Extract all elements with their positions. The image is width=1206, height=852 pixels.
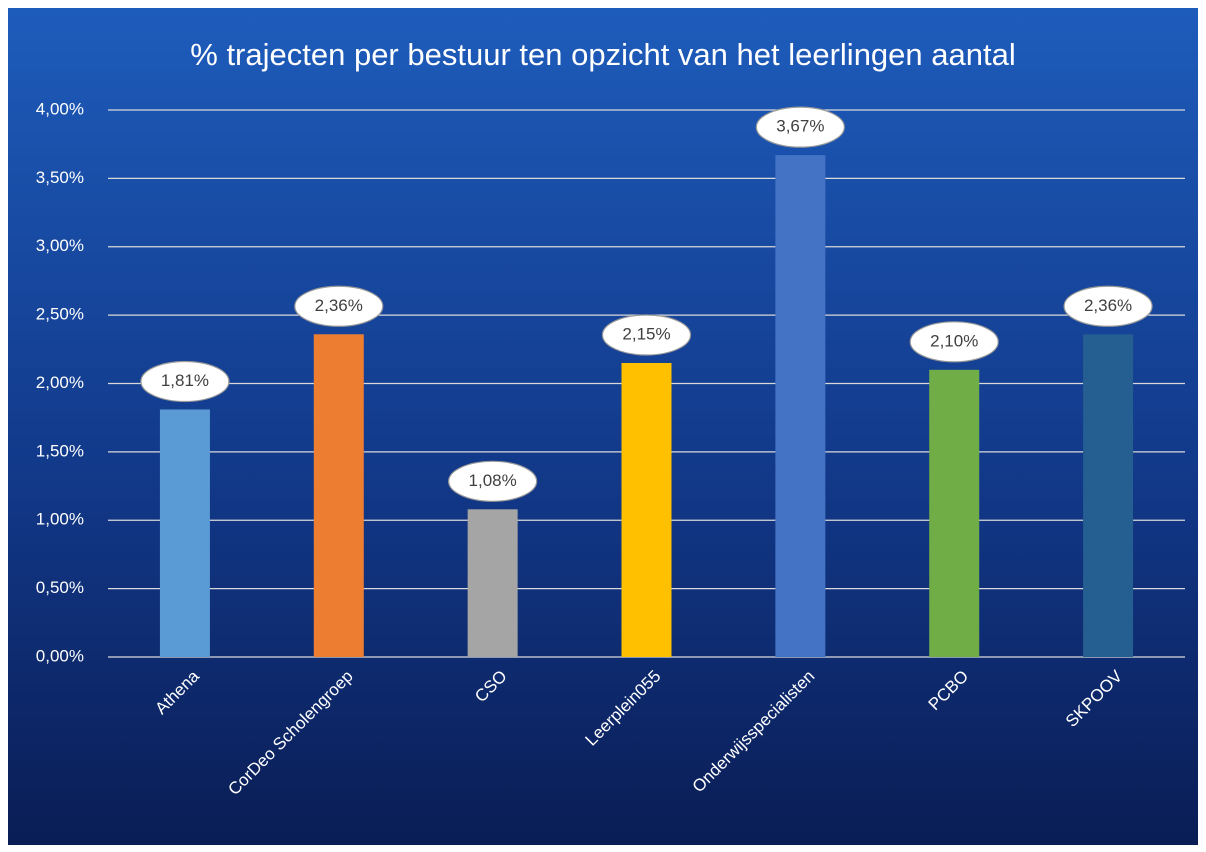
y-tick-label: 3,00% [36,236,84,255]
bar [1083,334,1134,657]
y-tick-label: 1,00% [36,510,84,529]
bar [313,334,364,657]
data-label: 2,36% [315,296,363,315]
data-label-bubble [294,285,384,327]
y-tick-label: 0,50% [36,578,84,597]
data-label: 2,15% [622,324,670,343]
data-label: 1,81% [161,371,209,390]
y-tick-label: 1,50% [36,441,84,460]
data-label-bubble [909,321,999,363]
y-tick-label: 4,00% [36,99,84,118]
bar [159,409,210,657]
data-label-bubble [755,106,845,148]
y-tick-label: 2,00% [36,373,84,392]
data-label-bubble [140,360,230,403]
data-label-bubble [448,460,538,502]
y-tick-label: 2,50% [36,305,84,324]
data-label-bubble [1063,285,1153,327]
data-label: 1,08% [469,471,517,490]
bar [929,369,980,657]
data-label: 2,36% [1084,296,1132,315]
data-label: 2,10% [930,331,978,350]
bar [775,155,826,657]
bar [467,509,518,657]
y-tick-label: 0,00% [36,646,84,665]
data-label-bubble [601,314,692,356]
bar [621,362,672,657]
chart-title: % trajecten per bestuur ten opzicht van … [190,37,1015,72]
data-label: 3,67% [776,117,824,136]
y-tick-label: 3,50% [36,168,84,187]
